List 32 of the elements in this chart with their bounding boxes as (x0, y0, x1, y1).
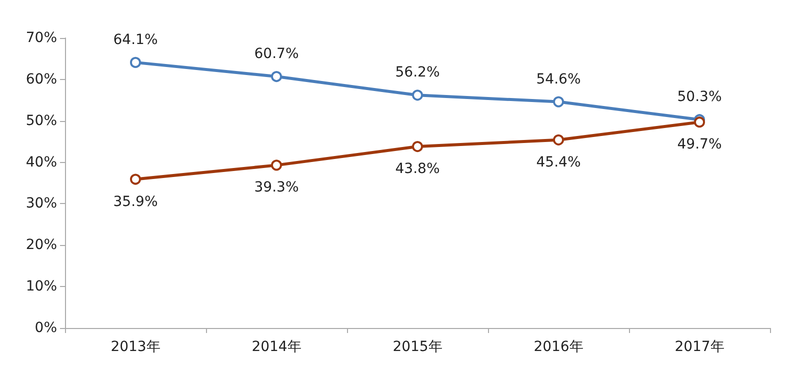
y-tick-label: 40% (26, 154, 57, 170)
x-tick-label: 2013年 (110, 339, 160, 355)
point (271, 160, 282, 171)
x-tick-label: 2014年 (252, 339, 302, 355)
data-label: 64.1% (113, 32, 158, 48)
y-tick-label: 20% (26, 237, 57, 254)
point (271, 71, 282, 82)
point (130, 174, 141, 185)
y-tick-label: 70% (26, 30, 57, 46)
x-tick-label: 2015年 (392, 339, 442, 355)
point (553, 134, 564, 146)
data-label: 35.9% (113, 194, 158, 210)
data-label: 43.8% (395, 161, 440, 178)
y-tick-label: 30% (26, 196, 57, 212)
data-label: 50.3% (677, 89, 722, 106)
point (694, 116, 705, 128)
point (130, 56, 141, 68)
point (412, 90, 423, 101)
data-label: 49.7% (677, 136, 722, 153)
point (553, 96, 564, 108)
data-label: 39.3% (254, 180, 299, 196)
y-tick-label: 60% (26, 71, 57, 88)
point (412, 141, 423, 152)
data-label: 54.6% (536, 71, 581, 88)
y-tick-label: 10% (26, 278, 57, 295)
data-label: 60.7% (254, 46, 299, 62)
y-tick-label: 50% (26, 112, 57, 129)
data-label: 56.2% (395, 64, 440, 81)
y-tick-label: 0% (34, 320, 57, 336)
x-tick-label: 2016年 (534, 339, 584, 355)
data-label: 45.4% (536, 154, 581, 170)
x-tick-label: 2017年 (674, 339, 724, 355)
